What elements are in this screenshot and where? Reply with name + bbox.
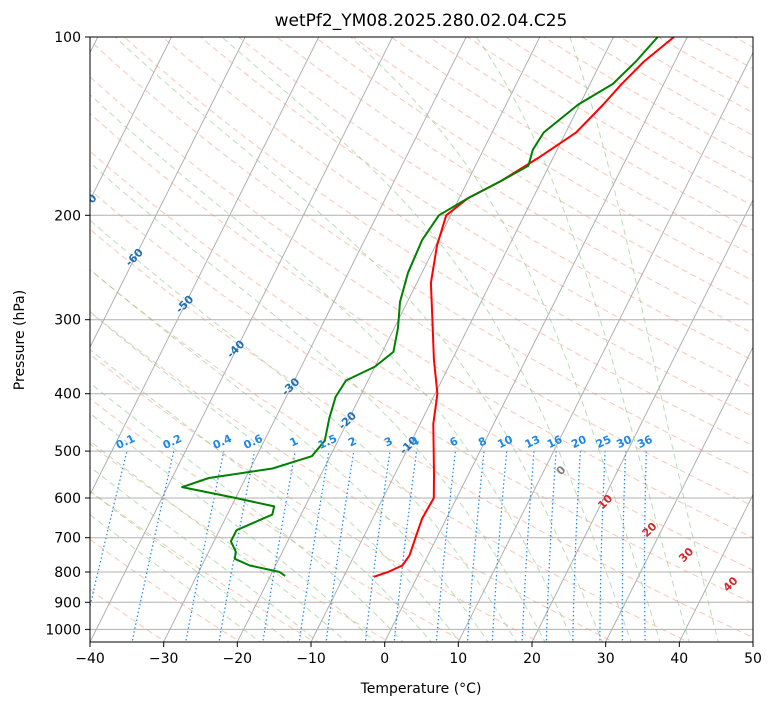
y-tick-label: 100 <box>54 30 81 46</box>
isotherm-line <box>90 37 394 642</box>
mixing-ratio-line <box>218 450 256 642</box>
mixing-ratio-line <box>185 450 225 642</box>
dry-adiabat <box>504 37 753 183</box>
y-tick-label: 1000 <box>45 622 81 638</box>
isotherm-line <box>90 37 320 496</box>
isotherm-line <box>457 51 753 642</box>
mixing-ratio-label: 16 <box>545 433 565 451</box>
x-tick-label: 50 <box>744 651 762 667</box>
isotherm-line <box>163 37 467 642</box>
dewpoint-profile <box>181 37 659 577</box>
isotherm-line <box>236 37 541 642</box>
y-tick-label: 800 <box>54 565 81 581</box>
isotherm-line <box>605 346 753 642</box>
y-tick-label: 200 <box>54 208 81 224</box>
dry-adiabat <box>237 37 753 361</box>
dry-adiabat <box>466 37 753 207</box>
y-tick-label: 700 <box>54 531 81 547</box>
x-tick-label: 20 <box>523 651 541 667</box>
plot-frame <box>89 36 754 643</box>
dry-adiabat <box>275 37 753 334</box>
moist-adiabat <box>90 466 319 642</box>
dry-adiabat <box>542 37 753 160</box>
x-tick-label: −40 <box>75 651 105 667</box>
mixing-ratio-label: 25 <box>594 433 613 451</box>
x-tick-label: −10 <box>296 651 326 667</box>
moist-adiabat <box>90 93 575 642</box>
isotherm-line <box>384 37 688 642</box>
mixing-ratio-label: 30 <box>614 433 634 451</box>
temperature-profile <box>373 37 675 578</box>
x-axis-label: Temperature (°C) <box>360 681 482 697</box>
mixing-ratio-line <box>572 451 581 642</box>
profile-lines <box>181 37 675 578</box>
dry-adiabat <box>314 37 753 308</box>
y-tick-label: 400 <box>54 387 81 403</box>
dry-adiabat <box>90 112 753 539</box>
dry-adiabat <box>90 538 241 642</box>
dry-adiabat <box>580 37 753 136</box>
isotherm-line <box>90 37 246 349</box>
dry-adiabat <box>123 37 753 447</box>
dry-adiabat <box>352 37 753 282</box>
dry-adiabat <box>90 189 753 604</box>
x-tick-label: 30 <box>597 651 615 667</box>
moist-adiabat <box>90 161 546 642</box>
mixing-ratio-label: 10 <box>496 433 516 451</box>
isotherm-line <box>310 37 615 642</box>
isotherm-line <box>678 493 753 642</box>
mixing-ratio-line <box>545 451 557 642</box>
y-axis-label: Pressure (hPa) <box>12 290 28 390</box>
dry-adiabat <box>90 353 540 642</box>
dry-adiabat <box>90 39 753 477</box>
x-tick-label: −20 <box>223 651 253 667</box>
mixing-ratio-line <box>599 451 606 642</box>
dry-adiabat <box>90 269 690 642</box>
isotherm-line <box>90 37 173 202</box>
moist-adiabat <box>90 219 518 642</box>
y-tick-label: 300 <box>54 313 81 329</box>
x-axis: −40 −30 −20 −10 0 10 20 30 40 50 <box>75 642 762 667</box>
x-tick-label: 10 <box>449 651 467 667</box>
x-tick-label: −30 <box>149 651 179 667</box>
mixing-ratio-line <box>621 451 627 642</box>
mixing-ratio-label: 13 <box>523 433 542 451</box>
dry-adiabat <box>390 37 753 256</box>
isobar-grid <box>90 37 753 630</box>
y-axis: 1000 900 800 700 600 500 400 300 200 100 <box>45 30 90 638</box>
mixing-ratio-line <box>90 450 128 609</box>
chart-title: wetPf2_YM08.2025.280.02.04.C25 <box>275 11 568 31</box>
mixing-ratio-label: 20 <box>569 433 589 451</box>
isotherm-label: -70 <box>76 191 99 214</box>
y-tick-label: 600 <box>54 491 81 507</box>
mixing-ratio-line <box>644 451 647 642</box>
x-tick-label: 0 <box>380 651 389 667</box>
dry-adiabat <box>90 76 753 507</box>
background-lines <box>90 37 753 642</box>
x-tick-label: 40 <box>670 651 688 667</box>
mixing-ratio-label: 36 <box>635 433 655 451</box>
isotherm-line <box>531 198 753 642</box>
dry-adiabat <box>199 37 753 389</box>
dry-adiabat <box>90 150 753 571</box>
dry-adiabat <box>428 37 753 231</box>
mixing-ratio-line <box>131 450 175 642</box>
y-tick-label: 900 <box>54 595 81 611</box>
dry-adiabat <box>161 37 753 418</box>
y-tick-label: 500 <box>54 444 81 460</box>
